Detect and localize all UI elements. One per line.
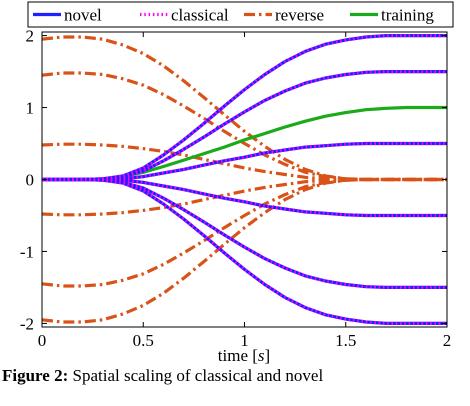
figure-caption: Figure 2: Spatial scaling of classical a… xyxy=(0,366,470,406)
y-tick-label: -2 xyxy=(20,314,34,333)
series-classical-line-2 xyxy=(42,69,447,182)
caption-text: Spatial scaling of classical and novel xyxy=(72,366,324,385)
series-reverse-line-6 xyxy=(41,177,447,324)
legend-label-classical: classical xyxy=(171,6,229,25)
legend-label-reverse: reverse xyxy=(275,6,324,25)
series-reverse-line-3 xyxy=(41,142,447,182)
y-tick-label: 2 xyxy=(26,27,35,46)
series-classical-line-1 xyxy=(42,33,447,182)
series-layer xyxy=(41,33,447,325)
x-axis-label: time [s] xyxy=(218,346,270,365)
y-tick-label: 1 xyxy=(26,99,35,118)
legend-label-novel: novel xyxy=(64,6,102,25)
x-tick-label: 0 xyxy=(38,331,47,350)
y-tick-label: -1 xyxy=(20,242,34,261)
series-reverse-line-4 xyxy=(41,177,447,217)
series-classical-line-5 xyxy=(42,177,447,289)
series-classical-line-6 xyxy=(42,177,447,325)
caption-label: Figure 2: xyxy=(2,366,69,385)
x-tick-label: 1 xyxy=(240,331,249,350)
legend: novel classical reverse training xyxy=(27,1,454,28)
series-novel-line-4 xyxy=(42,177,447,218)
legend-box xyxy=(27,1,454,28)
chart: 0 0.5 1 1.5 2 2 1 0 -1 -2 novel classical reverse tr… xyxy=(20,1,454,365)
series-classical-line-4 xyxy=(42,177,447,218)
x-tick-label: 0.5 xyxy=(133,331,154,350)
y-tick-label: 0 xyxy=(26,171,35,190)
series-reverse-line-2 xyxy=(41,71,447,182)
x-tick-label: 1.5 xyxy=(335,331,356,350)
axes-layer: 0 0.5 1 1.5 2 2 1 0 -1 -2 xyxy=(20,27,451,350)
series-novel-line-3 xyxy=(42,141,447,182)
series-reverse-line-1 xyxy=(41,35,447,182)
legend-label-training: training xyxy=(381,6,434,25)
series-reverse-line-5 xyxy=(41,177,447,288)
x-tick-label: 2 xyxy=(443,331,452,350)
series-classical-line-3 xyxy=(42,141,447,182)
